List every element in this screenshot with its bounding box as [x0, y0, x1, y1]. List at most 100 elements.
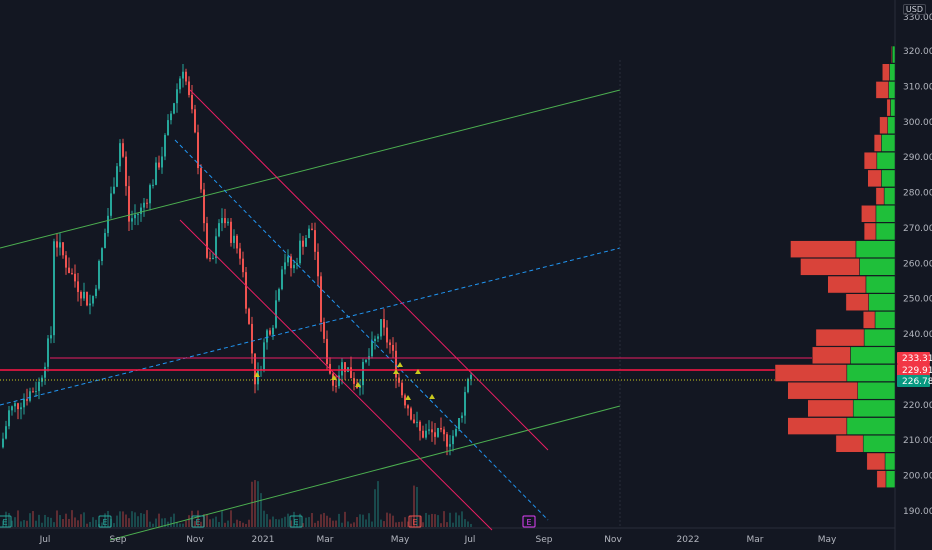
volume-bar	[302, 523, 304, 527]
volume-bar	[140, 513, 142, 527]
volume-bar	[197, 510, 199, 527]
volume-bar	[38, 514, 40, 527]
volume-bar	[122, 511, 124, 527]
volume-bar	[215, 516, 217, 527]
volume-bar	[281, 518, 283, 527]
candle-body	[17, 403, 19, 410]
candle-body	[461, 415, 463, 419]
signal-triangle	[405, 395, 411, 400]
price-tick-label: 270.00	[903, 224, 932, 234]
candle-body	[53, 241, 55, 336]
signal-triangle	[393, 369, 399, 374]
candle-body	[233, 235, 235, 243]
candle-body	[410, 408, 412, 420]
volume-bar	[131, 511, 133, 527]
candle-body	[434, 432, 436, 437]
volume-profile-up-bar	[892, 45, 896, 64]
volume-bar	[368, 513, 370, 527]
green-channel-upper	[0, 89, 621, 249]
candle-body	[191, 95, 193, 110]
volume-bar	[377, 481, 379, 527]
volume-bar	[461, 511, 463, 527]
volume-bar	[104, 513, 106, 527]
volume-bar	[338, 513, 340, 527]
time-axis-label: Sep	[536, 535, 553, 545]
volume-bar	[362, 514, 364, 527]
candle-body	[59, 242, 61, 248]
candle-body	[182, 71, 184, 79]
volume-bar	[95, 519, 97, 527]
volume-bar	[161, 518, 163, 527]
candle-body	[173, 103, 175, 114]
candle-body	[47, 338, 49, 367]
volume-bar	[410, 515, 412, 527]
volume-bar	[239, 520, 241, 527]
time-axis-label: Jul	[464, 535, 476, 545]
volume-bar	[404, 517, 406, 527]
candle-body	[320, 276, 322, 323]
candle-body	[281, 269, 283, 290]
volume-bar	[374, 489, 376, 527]
candle-body	[104, 233, 106, 249]
candle-body	[11, 406, 13, 411]
volume-bar	[47, 517, 49, 527]
candle-body	[245, 272, 247, 309]
volume-bar	[296, 520, 298, 527]
candle-body	[341, 362, 343, 376]
volume-bar	[389, 513, 391, 527]
candle-body	[266, 330, 268, 343]
currency-label[interactable]: USD	[902, 4, 926, 15]
volume-profile-down-bar	[790, 240, 857, 258]
price-tag-label: 226.78	[902, 377, 932, 387]
candle-body	[401, 382, 403, 396]
price-tick-label: 240.00	[903, 330, 932, 340]
volume-profile-down-bar	[861, 205, 877, 223]
candle-body	[170, 113, 172, 121]
candle-body	[338, 375, 340, 387]
time-axis-label: Nov	[604, 535, 622, 545]
earnings-marker-label: E	[293, 518, 298, 527]
candle-body	[455, 429, 457, 436]
candle-body	[374, 338, 376, 342]
volume-bar	[221, 511, 223, 527]
volume-profile-up-bar	[863, 328, 896, 347]
candle-body	[296, 263, 298, 265]
blue-dashed-midline	[0, 247, 621, 406]
candle-body	[146, 202, 148, 204]
volume-bar	[284, 516, 286, 527]
candle-body	[224, 218, 226, 224]
volume-bar	[182, 523, 184, 527]
volume-bar	[371, 521, 373, 527]
volume-bar	[437, 515, 439, 527]
volume-profile-down-bar	[873, 134, 882, 152]
candle-body	[467, 379, 469, 393]
volume-bar	[353, 522, 355, 527]
volume-bar	[332, 520, 334, 527]
candle-body	[269, 330, 271, 335]
volume-profile-up-bar	[889, 63, 896, 81]
volume-bar	[272, 516, 274, 527]
volume-bar	[386, 512, 388, 527]
volume-bar	[14, 517, 16, 527]
volume-bar	[419, 516, 421, 527]
volume-bar	[86, 523, 88, 527]
time-axis-label: May	[391, 535, 410, 545]
volume-bar	[422, 522, 424, 527]
volume-profile-up-bar	[846, 417, 896, 435]
volume-bar	[254, 480, 256, 527]
candle-body	[287, 256, 289, 263]
volume-bar	[89, 521, 91, 527]
candle-body	[389, 342, 391, 346]
volume-bar	[311, 512, 313, 527]
volume-bar	[452, 522, 454, 527]
volume-bar	[380, 519, 382, 527]
volume-bar	[83, 512, 85, 527]
volume-bar	[431, 513, 433, 527]
candle-body	[194, 109, 196, 133]
candle-body	[38, 381, 40, 392]
candle-body	[74, 273, 76, 282]
volume-profile-up-bar	[887, 116, 896, 135]
candle-body	[290, 256, 292, 269]
price-tick-label: 210.00	[903, 436, 932, 446]
